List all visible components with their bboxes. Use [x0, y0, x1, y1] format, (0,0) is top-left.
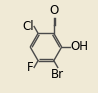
Text: O: O [50, 4, 59, 17]
Text: Cl: Cl [22, 20, 34, 33]
Text: F: F [27, 61, 34, 74]
Text: Br: Br [51, 68, 64, 81]
Text: OH: OH [70, 40, 88, 53]
